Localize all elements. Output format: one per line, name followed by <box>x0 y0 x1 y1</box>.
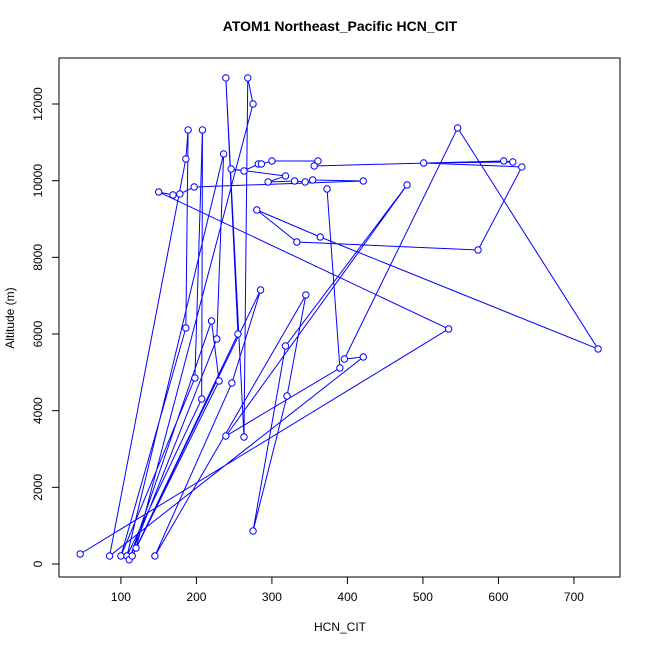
data-point <box>290 177 299 185</box>
data-point <box>213 335 221 343</box>
data-point <box>336 364 344 372</box>
data-point <box>314 157 322 165</box>
data-point <box>474 246 482 254</box>
data-point <box>207 317 216 325</box>
y-tick-label: 6000 <box>31 320 45 347</box>
data-point <box>293 238 301 246</box>
data-point <box>182 155 190 163</box>
data-point <box>227 165 235 173</box>
x-axis-label: HCN_CIT <box>314 620 367 634</box>
data-point <box>244 74 252 82</box>
data-point <box>308 176 317 184</box>
data-point <box>359 353 367 361</box>
data-point <box>219 150 228 158</box>
data-point <box>151 552 159 560</box>
data-point <box>323 185 331 193</box>
data-point <box>234 330 242 338</box>
data-point <box>509 158 517 166</box>
data-point <box>518 163 526 171</box>
x-tick-label: 700 <box>564 590 584 604</box>
data-point <box>444 325 453 333</box>
data-point <box>222 432 230 440</box>
data-point <box>403 181 411 189</box>
x-tick-label: 300 <box>262 590 282 604</box>
y-tick-label: 8000 <box>31 244 45 271</box>
data-point <box>184 126 192 134</box>
plot-frame <box>58 57 621 578</box>
x-tick-label: 500 <box>413 590 433 604</box>
data-point <box>240 433 248 441</box>
data-point <box>302 291 310 299</box>
data-point <box>249 527 257 535</box>
data-point <box>253 206 261 214</box>
chart-title: ATOM1 Northeast_Pacific HCN_CIT <box>223 18 458 34</box>
data-point <box>419 159 428 167</box>
x-tick-label: 400 <box>337 590 357 604</box>
data-point <box>176 190 184 198</box>
y-axis-label: Altitude (m) <box>3 287 17 348</box>
data-point <box>215 377 223 385</box>
data-point <box>76 550 84 558</box>
data-point <box>222 74 230 82</box>
y-tick-label: 0 <box>31 560 45 567</box>
y-tick-label: 12000 <box>31 87 45 121</box>
data-point <box>117 552 125 560</box>
data-point <box>281 172 290 180</box>
data-point <box>453 124 462 132</box>
data-point <box>128 552 136 560</box>
data-point <box>249 100 257 108</box>
data-point <box>154 188 163 196</box>
data-point <box>190 183 198 191</box>
data-point <box>198 126 207 134</box>
data-point <box>281 342 290 350</box>
data-line <box>79 77 600 560</box>
data-point <box>264 178 272 186</box>
data-point <box>105 552 114 560</box>
x-tick-label: 200 <box>186 590 206 604</box>
data-point <box>500 157 508 165</box>
data-point <box>191 374 199 382</box>
data-point <box>340 355 349 363</box>
data-point <box>283 392 291 400</box>
data-point <box>316 233 324 241</box>
data-point <box>228 379 236 387</box>
data-point <box>359 177 367 185</box>
data-point <box>132 544 140 552</box>
data-point <box>268 157 276 165</box>
data-point <box>310 162 318 170</box>
data-point <box>240 167 248 175</box>
data-point <box>198 395 206 403</box>
data-point <box>169 191 177 199</box>
data-point <box>301 178 309 186</box>
data-point <box>256 286 265 294</box>
y-tick-label: 10000 <box>31 164 45 198</box>
y-tick-label: 4000 <box>31 397 45 424</box>
x-tick-label: 600 <box>488 590 508 604</box>
data-point <box>257 160 266 168</box>
x-tick-label: 100 <box>111 590 131 604</box>
data-point <box>182 324 190 332</box>
y-tick-label: 2000 <box>31 474 45 501</box>
data-point <box>594 345 602 353</box>
